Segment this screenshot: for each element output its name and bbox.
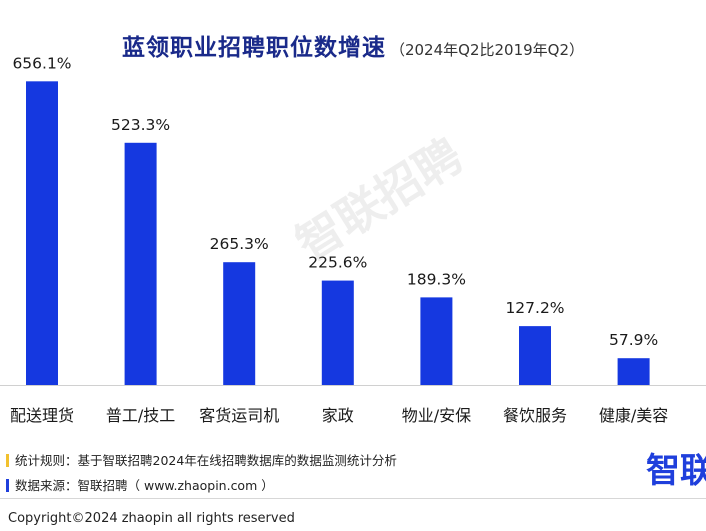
category-label-1: 普工/技工	[106, 406, 175, 425]
note-source: 数据来源：智联招聘（ www.zhaopin.com ）	[6, 475, 274, 494]
note-rule: 统计规则：基于智联招聘2024年在线招聘数据库的数据监测统计分析	[6, 450, 397, 469]
zhaopin-logo: 智联	[646, 451, 706, 491]
category-label-2: 客货运司机	[199, 406, 279, 425]
bar-chart: 656.1% 配送理货 523.3% 普工/技工 265.3% 客货运司机 225.6% 家政…	[0, 54, 706, 425]
note-source-text: 数据来源：智联招聘（ www.zhaopin.com ）	[15, 478, 274, 493]
data-label-3: 225.6%	[308, 254, 367, 272]
note-rule-marker	[6, 454, 9, 467]
copyright-text: Copyright©2024 zhaopin all rights reserv…	[8, 511, 295, 526]
note-source-marker	[6, 479, 9, 492]
footer-divider	[0, 498, 706, 499]
title-subtitle: （2024年Q2比2019年Q2）	[389, 41, 585, 59]
data-label-2: 265.3%	[210, 235, 269, 253]
data-label-0: 656.1%	[12, 54, 71, 72]
data-label-5: 127.2%	[505, 299, 564, 317]
note-rule-text: 统计规则：基于智联招聘2024年在线招聘数据库的数据监测统计分析	[15, 453, 397, 468]
title-main: 蓝领职业招聘职位数增速	[121, 35, 386, 61]
category-label-6: 健康/美容	[599, 406, 668, 425]
bar-6	[617, 358, 650, 385]
data-label-6: 57.9%	[609, 331, 658, 349]
chart-title: 蓝领职业招聘职位数增速 （2024年Q2比2019年Q2）	[0, 28, 706, 62]
category-label-5: 餐饮服务	[503, 406, 567, 425]
data-label-4: 189.3%	[407, 270, 466, 288]
category-label-3: 家政	[322, 406, 354, 425]
category-label-4: 物业/安保	[402, 406, 471, 425]
data-label-1: 523.3%	[111, 116, 170, 134]
bar-3	[321, 280, 354, 385]
category-label-0: 配送理货	[10, 406, 74, 425]
bar-2	[223, 262, 256, 385]
bar-4	[420, 297, 453, 385]
bar-0	[26, 81, 58, 385]
bar-5	[519, 326, 551, 385]
bar-1	[124, 142, 157, 385]
